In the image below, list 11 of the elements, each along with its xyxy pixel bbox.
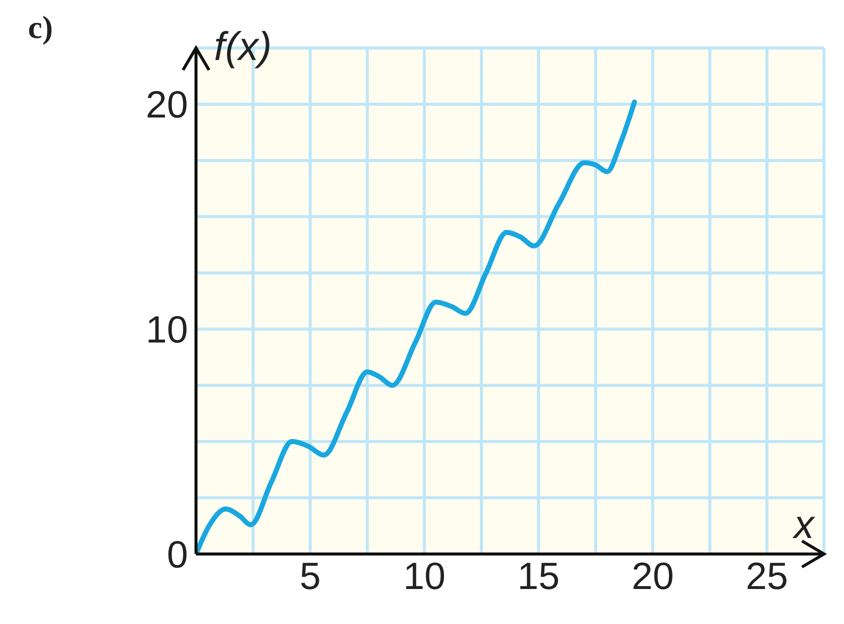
y-axis-title: f(x) [214,25,272,69]
y-tick-label: 0 [166,534,188,576]
x-tick-label: 15 [517,556,560,598]
x-tick-label: 10 [403,556,446,598]
x-axis-title: x [792,503,816,547]
x-tick-label: 20 [632,556,674,598]
y-tick-label: 20 [146,84,188,127]
x-tick-label: 25 [746,556,788,598]
y-tick-label: 10 [146,310,188,352]
chart-title: c) [28,9,53,45]
x-tick-label: 5 [300,556,321,598]
